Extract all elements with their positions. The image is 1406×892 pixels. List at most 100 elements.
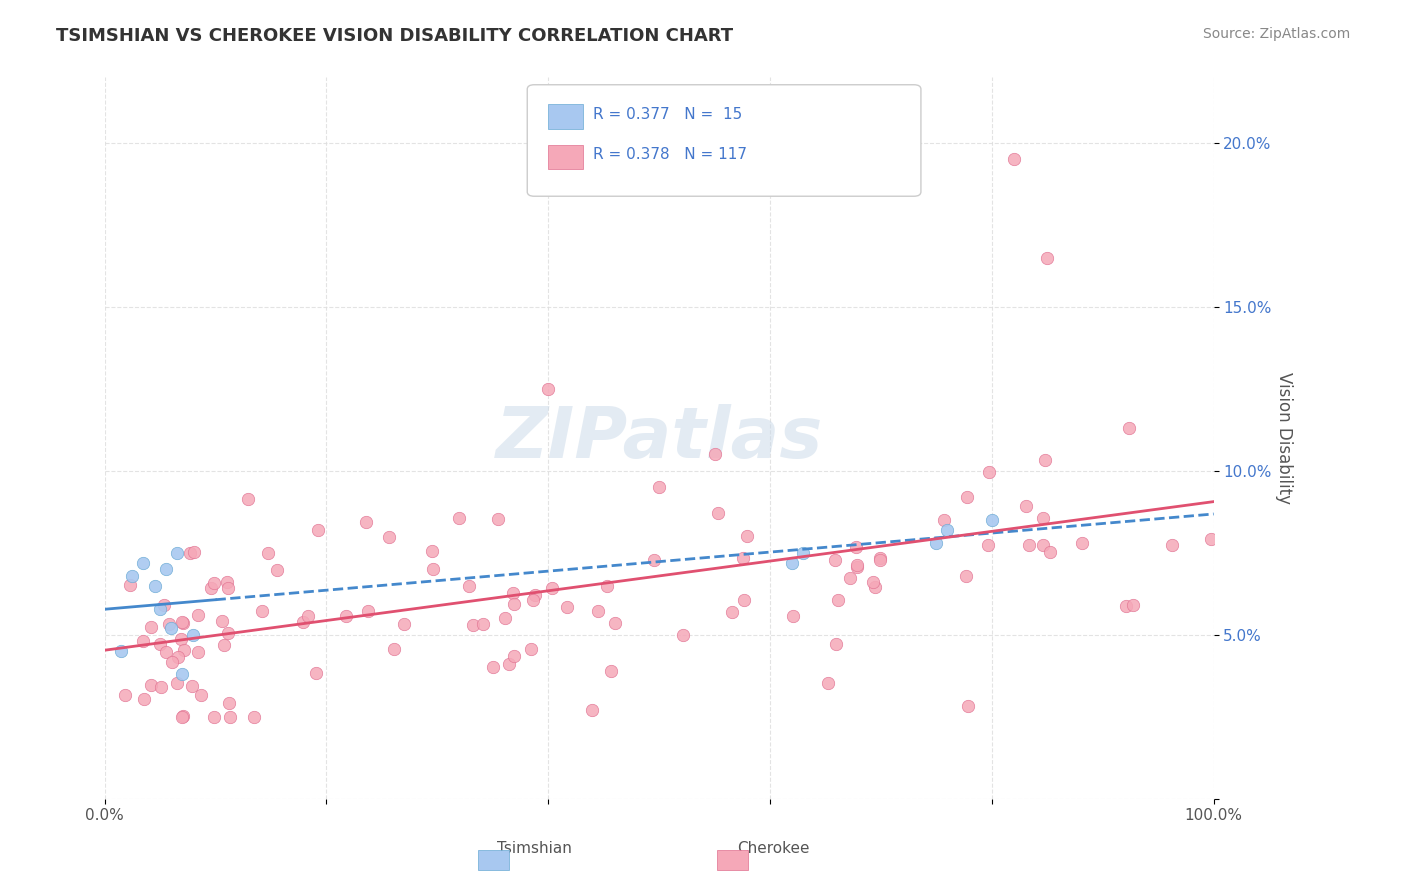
Point	[825, 637, 848, 651]
Point	[703, 448, 725, 462]
Point	[1122, 598, 1144, 612]
Point	[827, 592, 849, 607]
Point	[202, 710, 225, 724]
Point	[862, 575, 884, 590]
Point	[782, 609, 804, 624]
Point	[132, 692, 155, 706]
Point	[217, 574, 239, 589]
Text: R = 0.378   N = 117: R = 0.378 N = 117	[593, 147, 748, 161]
Point	[1032, 538, 1054, 552]
Point	[502, 598, 524, 612]
Point	[160, 655, 183, 669]
Point	[110, 644, 132, 658]
Point	[494, 611, 516, 625]
Point	[141, 620, 163, 634]
Point	[120, 578, 142, 592]
Point	[181, 679, 204, 693]
Point	[737, 528, 759, 542]
Point	[603, 616, 626, 631]
Point	[643, 552, 665, 566]
Point	[172, 615, 194, 630]
Point	[217, 626, 239, 640]
Point	[173, 642, 195, 657]
Point	[143, 579, 166, 593]
Point	[155, 562, 177, 576]
Point	[932, 513, 955, 527]
Point	[392, 617, 415, 632]
Point	[212, 638, 235, 652]
Point	[166, 676, 188, 690]
Point	[502, 586, 524, 600]
Point	[292, 615, 315, 630]
Point	[503, 649, 526, 664]
Point	[936, 523, 959, 537]
Point	[1033, 452, 1056, 467]
Point	[114, 688, 136, 702]
Point	[845, 558, 868, 573]
Point	[183, 628, 205, 642]
Point	[139, 678, 162, 692]
Point	[522, 593, 544, 607]
Point	[420, 544, 443, 558]
Point	[183, 544, 205, 558]
Point	[422, 562, 444, 576]
Point	[121, 569, 143, 583]
Point	[980, 513, 1002, 527]
Point	[132, 556, 155, 570]
Point	[1039, 545, 1062, 559]
Point	[172, 708, 194, 723]
Point	[218, 696, 240, 710]
Point	[1032, 511, 1054, 525]
Point	[200, 581, 222, 595]
Point	[378, 530, 401, 544]
Point	[172, 667, 194, 681]
Point	[243, 710, 266, 724]
Point	[190, 688, 212, 702]
Point	[482, 659, 505, 673]
Point	[869, 553, 891, 567]
Point	[1015, 500, 1038, 514]
Point	[498, 657, 520, 672]
Point	[219, 710, 242, 724]
Point	[792, 546, 814, 560]
Point	[305, 666, 328, 681]
Point	[520, 641, 543, 656]
Point	[150, 680, 173, 694]
Point	[537, 382, 560, 396]
Point	[153, 598, 176, 612]
Point	[382, 641, 405, 656]
Point	[179, 546, 201, 560]
Text: TSIMSHIAN VS CHEROKEE VISION DISABILITY CORRELATION CHART: TSIMSHIAN VS CHEROKEE VISION DISABILITY …	[56, 27, 734, 45]
Point	[707, 507, 730, 521]
Point	[845, 541, 868, 555]
Point	[461, 617, 484, 632]
Point	[977, 465, 1000, 479]
Point	[925, 536, 948, 550]
Text: Tsimshian: Tsimshian	[496, 841, 572, 856]
Point	[166, 546, 188, 560]
Point	[488, 511, 510, 525]
Point	[297, 608, 319, 623]
Point	[266, 563, 288, 577]
Point	[155, 645, 177, 659]
Point	[955, 490, 977, 504]
Point	[211, 614, 233, 628]
Point	[586, 604, 609, 618]
Point	[869, 551, 891, 566]
Point	[217, 581, 239, 595]
Point	[132, 633, 155, 648]
Point	[1002, 153, 1025, 167]
Point	[1115, 599, 1137, 613]
Point	[540, 582, 562, 596]
Point	[1018, 537, 1040, 551]
Point	[202, 575, 225, 590]
Point	[149, 601, 172, 615]
Point	[846, 559, 869, 574]
Point	[257, 546, 280, 560]
Point	[956, 698, 979, 713]
Point	[357, 603, 380, 617]
Point	[1036, 251, 1059, 265]
Point	[307, 524, 329, 538]
Point	[160, 621, 183, 635]
Point	[149, 637, 172, 651]
